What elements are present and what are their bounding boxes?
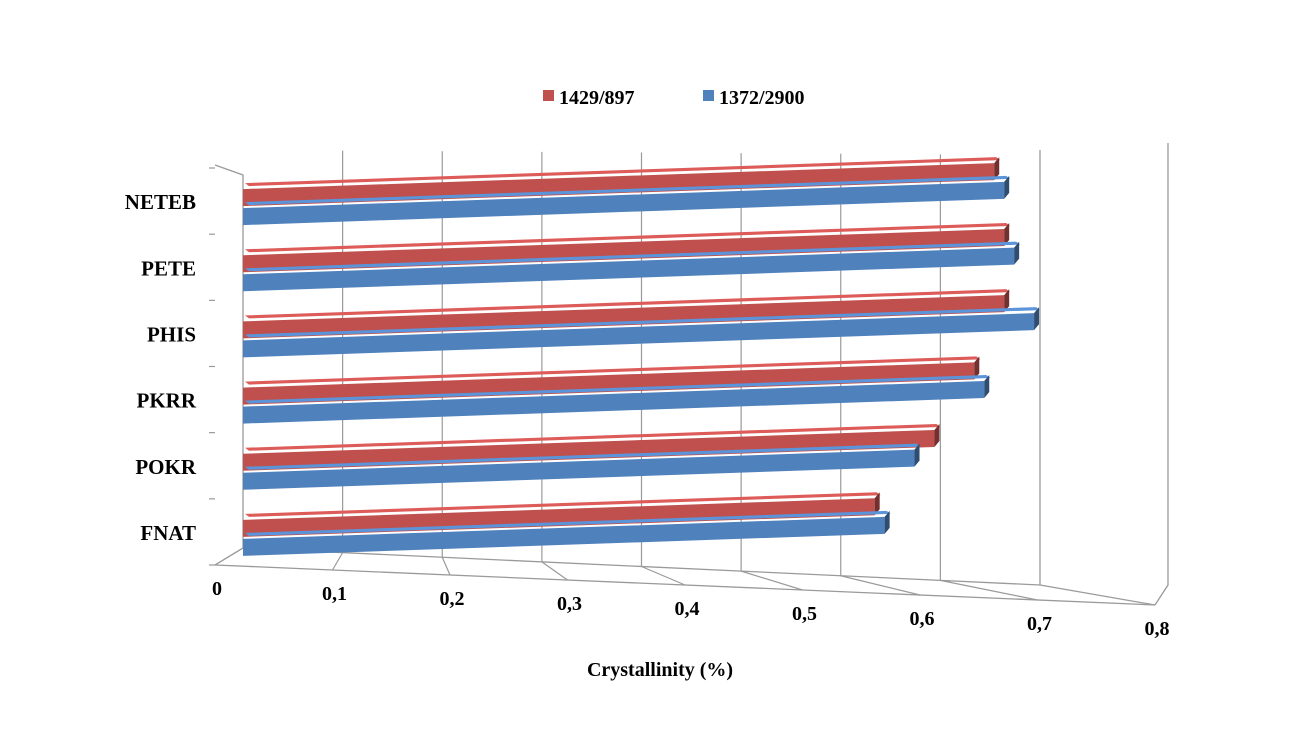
y-tick-label: PETE: [141, 256, 196, 280]
bar-top-face: [245, 423, 941, 451]
left-wall: [214, 164, 244, 566]
bar-top-face: [245, 356, 981, 385]
y-tick-label: POKR: [135, 455, 196, 479]
bar-end-cap: [874, 492, 880, 516]
bar: [243, 163, 995, 207]
y-tick-label: PKRR: [137, 389, 197, 413]
bar-top-face: [245, 510, 891, 536]
floor-gridline: [214, 547, 244, 566]
floor-gridline: [1039, 584, 1156, 606]
x-tick-label: 0,7: [1027, 613, 1052, 635]
bar: [243, 381, 985, 424]
x-tick-label: 0,8: [1145, 618, 1170, 640]
y-tick-label: PHIS: [147, 322, 196, 346]
floor-gridline: [840, 575, 921, 596]
bar-end-cap: [914, 443, 920, 467]
floor-gridline: [641, 565, 686, 586]
bar-end-cap: [884, 510, 890, 534]
bar: [243, 429, 935, 471]
x-tick-label: 0,4: [675, 598, 700, 620]
bar: [243, 313, 1035, 358]
bar: [243, 295, 1005, 339]
bar-top-face: [245, 492, 881, 517]
floor-gridline: [441, 557, 451, 576]
bar-end-cap: [974, 356, 980, 380]
x-axis-title: Crystallinity (%): [587, 659, 733, 681]
bar-top-face: [245, 175, 1011, 206]
legend-label: 1429/897: [559, 87, 635, 109]
bar-end-cap: [984, 375, 990, 399]
x-tick-label: 0: [212, 578, 222, 600]
bar-top-face: [245, 289, 1011, 319]
bar-end-cap: [1004, 223, 1010, 246]
bar-top-face: [245, 307, 1041, 338]
bar: [243, 247, 1015, 292]
floor-gridline: [940, 579, 1038, 601]
y-tick-label: FNAT: [140, 521, 196, 545]
bar-end-cap: [934, 423, 940, 447]
bar: [243, 449, 915, 490]
x-tick-label: 0,6: [910, 608, 935, 630]
bar-top-face: [245, 443, 921, 470]
bar-end-cap: [1004, 175, 1010, 199]
bar-top-face: [245, 241, 1021, 272]
floor-gridline: [331, 552, 344, 571]
legend-label: 1372/2900: [719, 87, 805, 109]
x-tick-label: 0,1: [322, 583, 347, 605]
bar-top-face: [245, 157, 1001, 187]
bar-top-face: [245, 223, 1011, 253]
x-tick-label: 0,2: [440, 588, 465, 610]
bar-top-face: [245, 375, 991, 404]
bar-end-cap: [994, 157, 1000, 181]
bar: [243, 516, 885, 556]
legend-swatch: [703, 90, 714, 101]
floor-gridline: [740, 570, 803, 591]
y-tick-label: NETEB: [125, 190, 196, 214]
x-tick-label: 0,3: [557, 593, 582, 615]
legend-swatch: [543, 90, 554, 101]
x-tick-label: 0,5: [792, 603, 817, 625]
right-wall: [1154, 143, 1169, 606]
bar-end-cap: [1004, 289, 1010, 313]
bar: [243, 362, 975, 405]
bar-end-cap: [1014, 241, 1020, 265]
bar-end-cap: [1034, 307, 1040, 331]
bar: [243, 181, 1005, 226]
bar: [243, 229, 1005, 273]
floor-gridline: [541, 561, 568, 581]
bar: [243, 498, 875, 537]
